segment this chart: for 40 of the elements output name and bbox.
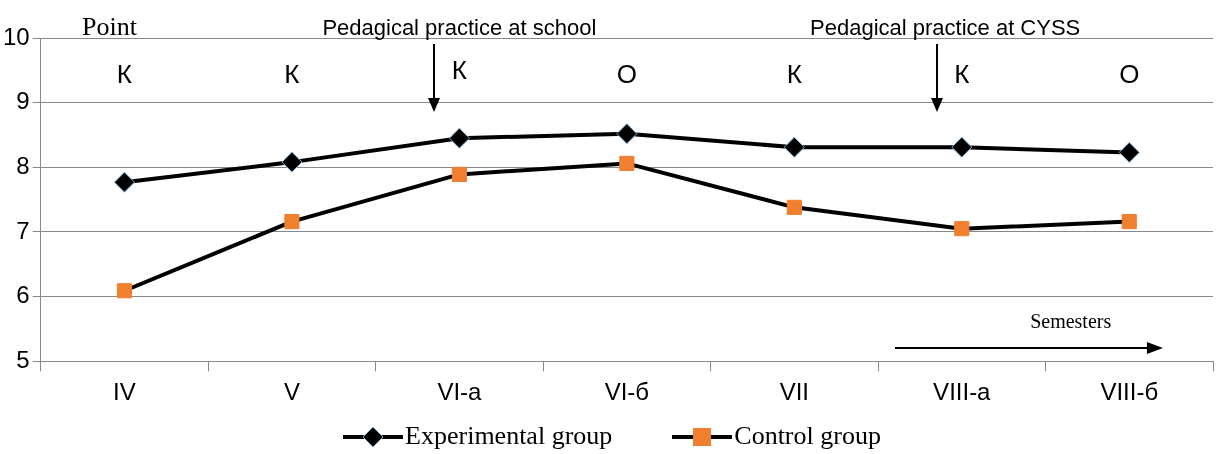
annotation: К xyxy=(786,59,802,90)
x-tick-label: VI-a xyxy=(437,378,483,406)
annotation: Pedagical practice at school xyxy=(322,15,597,41)
point xyxy=(951,136,973,158)
y-tick-label: 5 xyxy=(16,345,30,373)
x-tick-label: VIII-б xyxy=(1100,378,1159,406)
legend-label: Control group xyxy=(734,421,881,451)
point xyxy=(451,166,467,182)
y-tick-label: 9 xyxy=(16,87,30,115)
annotation: О xyxy=(1119,59,1140,90)
point xyxy=(783,136,805,158)
point xyxy=(954,221,970,237)
legend-label: Experimental group xyxy=(405,421,613,451)
y-tick-label: 10 xyxy=(2,22,30,50)
x-tick-label: IV xyxy=(113,378,136,406)
y-tick-label: 6 xyxy=(16,281,30,309)
point xyxy=(1121,214,1137,230)
point xyxy=(786,199,802,215)
annotation: К xyxy=(284,59,300,90)
x-tick-label: VIII-a xyxy=(933,378,992,406)
x-tick-label: V xyxy=(283,378,300,406)
point xyxy=(619,155,635,171)
annotation: К xyxy=(954,59,970,90)
x-tick-label: VI-б xyxy=(604,378,650,406)
point xyxy=(284,214,300,230)
point xyxy=(616,123,638,145)
x-axis-title: Semesters xyxy=(1030,310,1112,334)
y-tick-label: 8 xyxy=(16,151,30,179)
point xyxy=(448,127,470,149)
y-tick-label: 7 xyxy=(16,216,30,244)
annotation: О xyxy=(616,59,637,90)
annotation: К xyxy=(116,59,133,90)
annotation: Pedagical practice at CYSS xyxy=(810,15,1081,41)
point xyxy=(281,151,303,173)
point xyxy=(113,171,135,193)
point xyxy=(116,283,132,299)
point xyxy=(1118,141,1140,163)
y-axis-title: Point xyxy=(82,12,137,42)
x-tick-label: VII xyxy=(779,378,809,406)
annotation: К xyxy=(451,55,467,86)
